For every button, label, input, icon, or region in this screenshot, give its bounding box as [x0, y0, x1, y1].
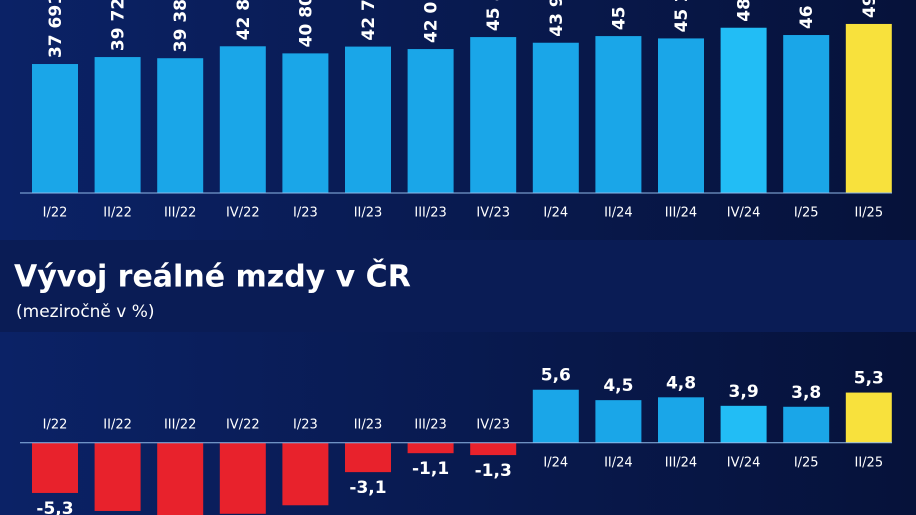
value-label: 4,5 [603, 376, 633, 396]
value-label: 45 8 [609, 0, 629, 30]
bar [783, 35, 830, 194]
bar [219, 442, 266, 514]
x-tick-label: I/25 [794, 455, 819, 470]
bar [32, 64, 78, 193]
x-tick-label: IV/22 [226, 206, 260, 221]
x-tick-label: II/25 [855, 455, 884, 470]
value-label: 39 38 [171, 0, 191, 52]
bar [845, 392, 892, 443]
x-tick-label: IV/22 [226, 417, 260, 432]
x-tick-label: III/23 [414, 417, 446, 432]
x-tick-label: I/24 [543, 206, 568, 221]
bar [407, 442, 454, 454]
value-label: 42 7 [359, 0, 379, 41]
x-tick-label: IV/24 [727, 206, 761, 221]
bar [407, 49, 454, 193]
value-label: 4,8 [666, 373, 696, 393]
x-tick-label: II/25 [855, 206, 884, 221]
x-tick-label: III/23 [414, 206, 446, 221]
x-tick-label: II/24 [604, 206, 633, 221]
bar [345, 46, 391, 193]
value-label: 39 72 [109, 0, 129, 51]
bar [720, 27, 767, 193]
x-tick-label: III/24 [665, 206, 697, 221]
value-label: 3,8 [791, 383, 821, 403]
x-tick-label: II/23 [354, 206, 383, 221]
bar [470, 37, 517, 193]
bar [720, 405, 767, 443]
value-label: 48 [735, 0, 755, 22]
value-label: 37 691 [46, 0, 66, 58]
x-tick-label: I/22 [43, 417, 68, 432]
title-band [0, 240, 916, 332]
bar [32, 442, 78, 493]
x-tick-label: I/24 [543, 455, 568, 470]
value-label: 5,3 [854, 369, 884, 389]
x-tick-label: I/25 [794, 206, 819, 221]
x-tick-label: III/22 [164, 417, 196, 432]
value-label: -1,3 [475, 461, 512, 481]
value-label: 40 80 [296, 0, 316, 47]
value-label: 45 1 [672, 0, 692, 32]
value-label: 3,9 [729, 382, 759, 402]
bar [470, 442, 517, 456]
bar [595, 36, 642, 194]
bar [532, 42, 579, 194]
x-tick-label: II/22 [103, 417, 132, 432]
value-label: 45 5 [484, 0, 504, 31]
bar [783, 406, 830, 443]
x-tick-label: I/23 [293, 417, 318, 432]
value-label: 49 [860, 0, 880, 18]
value-label: -1,1 [412, 459, 449, 479]
x-tick-label: III/22 [164, 206, 196, 221]
bar [94, 442, 141, 511]
value-label: -5,3 [36, 499, 73, 515]
bar [595, 400, 642, 443]
bar [658, 38, 704, 193]
bar [219, 46, 266, 193]
x-tick-label: IV/24 [727, 455, 761, 470]
value-label: 46 [797, 5, 817, 29]
x-tick-label: I/22 [43, 206, 68, 221]
value-label: 5,6 [541, 366, 571, 386]
bar [94, 57, 141, 193]
value-label: 42 8 [234, 0, 254, 40]
x-tick-label: II/23 [354, 417, 383, 432]
bar [282, 53, 329, 193]
value-label: 42 0 [422, 1, 442, 43]
chart-subtitle: (meziročně v %) [16, 302, 155, 322]
x-tick-label: II/22 [103, 206, 132, 221]
bar [282, 442, 329, 506]
x-tick-label: III/24 [665, 455, 697, 470]
x-tick-label: IV/23 [476, 417, 510, 432]
x-tick-label: II/24 [604, 455, 633, 470]
value-label: 43 9 [547, 0, 567, 37]
bar [845, 23, 892, 194]
bar [157, 58, 204, 194]
bar [345, 442, 391, 473]
x-tick-label: I/23 [293, 206, 318, 221]
chart-title: Vývoj reálné mzdy v ČR [14, 258, 411, 295]
x-tick-label: IV/23 [476, 206, 510, 221]
bar [658, 397, 704, 443]
bar [157, 442, 204, 515]
bar [532, 389, 579, 443]
value-label: -3,1 [349, 478, 386, 498]
